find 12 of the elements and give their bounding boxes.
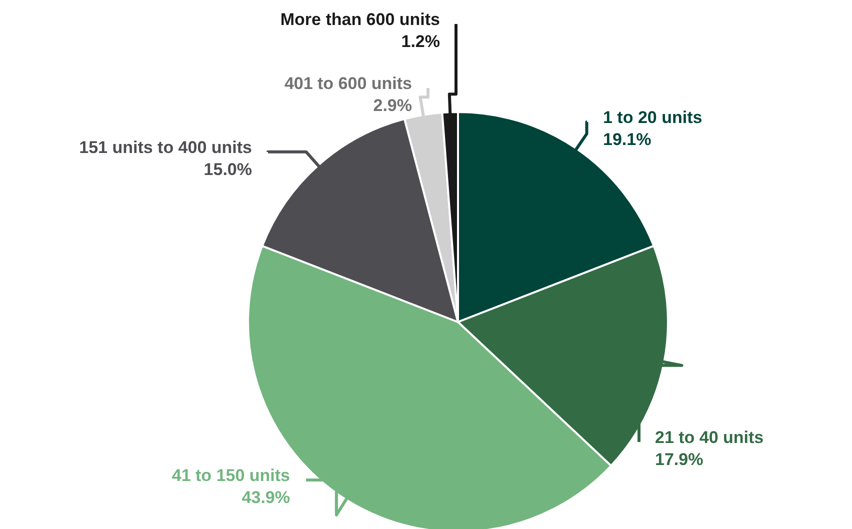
slice-label: 41 to 150 units [172, 466, 290, 485]
slice-label: 151 units to 400 units [79, 138, 252, 157]
data-label: 1.2% [401, 32, 440, 51]
data-label: 19.1% [603, 130, 652, 149]
slice-label: 21 to 40 units [655, 428, 764, 447]
slice-label: 1 to 20 units [603, 108, 702, 127]
slice-label: 401 to 600 units [284, 74, 412, 93]
data-label: 15.0% [204, 160, 252, 179]
slice-label: More than 600 units [280, 10, 440, 29]
data-label: 2.9% [373, 96, 412, 115]
data-label: 17.9% [655, 450, 704, 469]
data-label: 43.9% [242, 488, 290, 507]
